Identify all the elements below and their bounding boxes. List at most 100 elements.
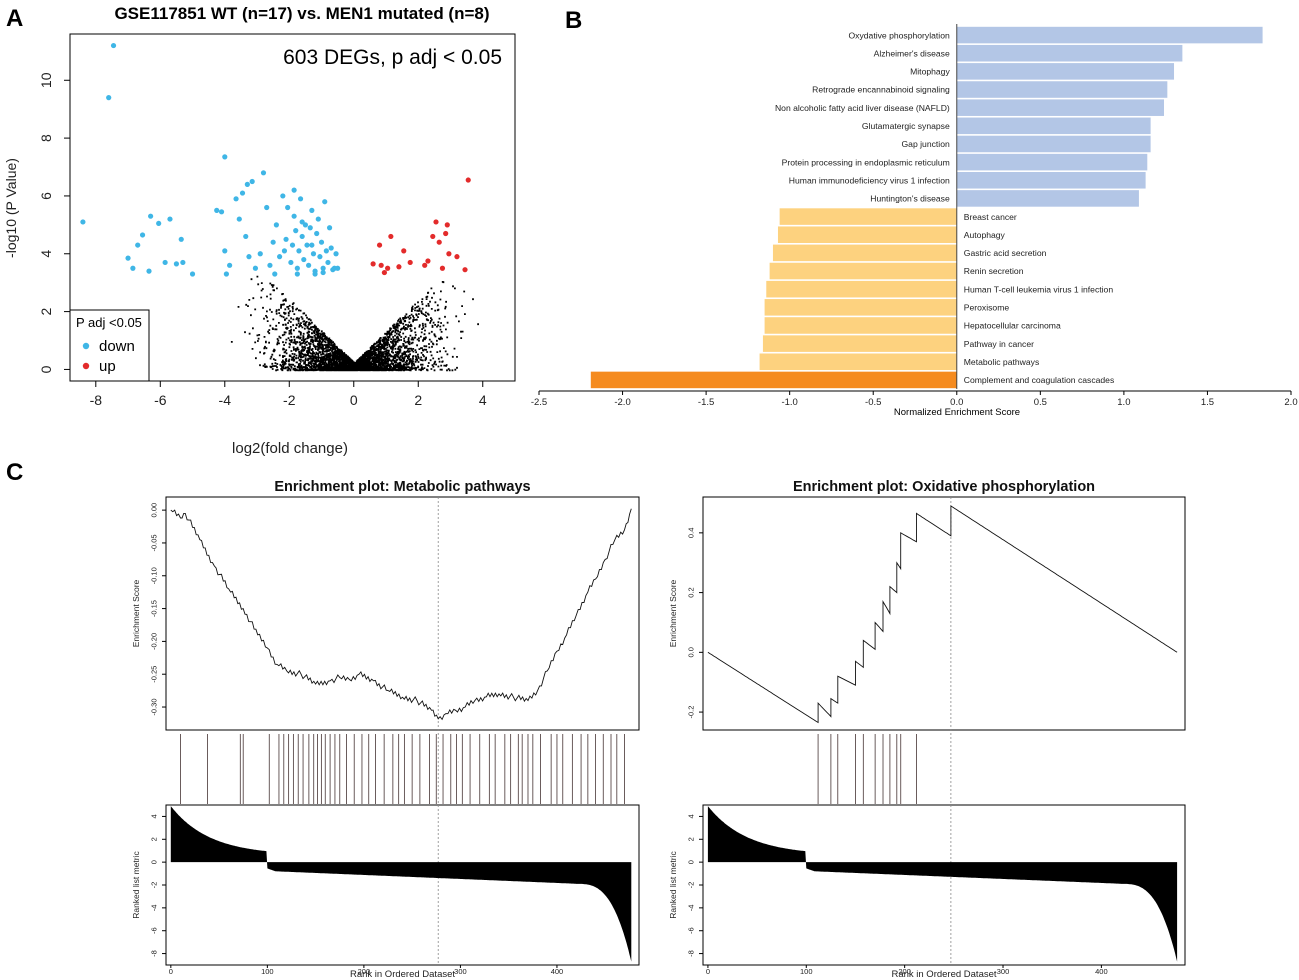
- nes-bar: [956, 172, 1146, 189]
- volcano-x-tick-label: 2: [414, 392, 422, 408]
- volcano-point-down: [249, 178, 255, 185]
- volcano-point-down: [333, 251, 339, 257]
- nes-category-label: Peroxisome: [964, 303, 1010, 313]
- volcano-point-down: [257, 251, 263, 257]
- volcano-y-tick-label: 0: [38, 365, 54, 373]
- gsea-es-frame: [702, 496, 1186, 731]
- nes-category-label: Autophagy: [964, 230, 1006, 240]
- volcano-point-down: [312, 271, 318, 277]
- legend-title: P adj <0.05: [76, 315, 142, 330]
- volcano-point-down: [320, 265, 326, 271]
- volcano-nonsignificant-points: [230, 275, 479, 372]
- nes-bar: [956, 153, 1148, 171]
- nes-category-label: Renin secretion: [964, 266, 1024, 276]
- nes-category-label: Human immunodeficiency virus 1 infection: [789, 175, 950, 185]
- volcano-point-down: [222, 248, 228, 254]
- gsea-x-tick-label: 100: [261, 967, 274, 976]
- volcano-point-up: [407, 259, 413, 266]
- gsea-title: Enrichment plot: Metabolic pathways: [274, 479, 530, 495]
- volcano-point-down: [304, 242, 310, 248]
- nes-category-label: Oxydative phosphorylation: [848, 30, 949, 40]
- volcano-point-down: [264, 204, 270, 211]
- volcano-point-down: [299, 233, 305, 240]
- volcano-point-down: [299, 219, 305, 225]
- volcano-ylabel: -log10 (P Value): [3, 158, 19, 258]
- volcano-point-down: [236, 216, 242, 222]
- gsea-x-tick-label: 300: [997, 967, 1010, 976]
- volcano-point-up: [433, 219, 439, 225]
- gsea-es-tick-label: -0.10: [150, 567, 159, 584]
- nes-category-label: Gastric acid secretion: [964, 248, 1047, 258]
- nes-category-label: Complement and coagulation cascades: [964, 375, 1114, 385]
- volcano-point-down: [309, 242, 315, 248]
- volcano-point-down: [317, 254, 323, 260]
- gsea-metric-tick-label: 4: [687, 814, 696, 818]
- nes-bar: [956, 26, 1263, 44]
- nes-bar: [772, 244, 957, 262]
- gsea-metric-area: [707, 806, 1178, 962]
- nes-x-tick-label: -1.0: [781, 397, 797, 408]
- gsea-oxphos-plot: Enrichment plot: Oxidative phosphorylati…: [668, 479, 1186, 980]
- volcano-y-tick-label: 4: [38, 250, 54, 258]
- volcano-point-down: [330, 267, 336, 273]
- nes-bar: [590, 371, 957, 389]
- volcano-point-down: [293, 228, 299, 234]
- volcano-point-down: [252, 265, 259, 271]
- gsea-title: Enrichment plot: Oxidative phosphorylati…: [793, 479, 1095, 495]
- volcano-point-down: [227, 262, 233, 268]
- nes-category-label: Gap junction: [902, 139, 950, 149]
- nes-bar: [759, 353, 957, 371]
- volcano-y-tick-label: 10: [38, 72, 54, 88]
- volcano-point-down: [233, 196, 239, 202]
- volcano-point-down: [309, 207, 315, 213]
- nes-bar: [762, 335, 957, 352]
- volcano-point-down: [283, 236, 289, 242]
- gsea-es-tick-label: -0.20: [150, 633, 159, 650]
- volcano-x-tick-label: -8: [90, 392, 103, 408]
- volcano-point-down: [125, 255, 131, 261]
- volcano-point-down: [314, 230, 320, 237]
- volcano-point-down: [162, 259, 168, 266]
- volcano-point-up: [443, 230, 449, 237]
- panel-c: C Enrichment plot: Metabolic pathways 0.0…: [6, 459, 1186, 980]
- nes-bar: [956, 117, 1151, 135]
- gsea-metric-frame: [165, 804, 640, 966]
- volcano-point-down: [214, 207, 220, 213]
- volcano-point-down: [315, 216, 321, 222]
- volcano-point-down: [291, 213, 297, 219]
- gsea-metric-tick-label: -2: [150, 882, 159, 889]
- panel-a: A GSE117851 WT (n=17) vs. MEN1 mutated (…: [3, 4, 516, 457]
- nes-category-label: Retrograde encannabinoid signaling: [812, 85, 950, 95]
- legend-up-label: up: [99, 358, 116, 375]
- nes-bar: [766, 280, 957, 298]
- volcano-point-down: [310, 251, 317, 257]
- panel-letter-c: C: [6, 459, 23, 486]
- nes-bar-marks: Oxydative phosphorylation Alzheimer's dis…: [590, 24, 1263, 389]
- gsea-metric-tick-label: -4: [687, 905, 696, 912]
- volcano-point-down: [146, 268, 152, 274]
- legend-down-marker: [82, 342, 90, 350]
- gsea-metric-tick-label: -8: [687, 950, 696, 957]
- nes-bar: [956, 99, 1164, 116]
- nes-bar: [956, 135, 1151, 153]
- volcano-point-down: [110, 42, 117, 49]
- volcano-point-down: [180, 259, 186, 266]
- gsea-x-tick-label: 400: [551, 967, 564, 976]
- nes-category-label: Non alcoholic fatty acid liver disease (…: [775, 103, 950, 113]
- volcano-point-down: [167, 216, 173, 222]
- volcano-point-up: [396, 264, 402, 270]
- volcano-point-up: [444, 222, 450, 228]
- gsea-x-tick-label: 100: [800, 967, 813, 976]
- gsea-es-line: [170, 508, 632, 721]
- gsea-es-tick-label: -0.05: [150, 534, 159, 551]
- volcano-point-up: [385, 265, 391, 271]
- volcano-point-down: [156, 220, 162, 227]
- volcano-xlabel: log2(fold change): [232, 440, 348, 457]
- volcano-point-up: [401, 248, 407, 254]
- gsea-metric-tick-label: -6: [687, 927, 696, 934]
- nes-bar: [956, 63, 1175, 80]
- gsea-es-tick-label: 0.0: [687, 647, 696, 657]
- volcano-point-down: [307, 225, 313, 231]
- gsea-es-tick-label: -0.15: [150, 600, 159, 617]
- gsea-metric-area: [170, 806, 632, 962]
